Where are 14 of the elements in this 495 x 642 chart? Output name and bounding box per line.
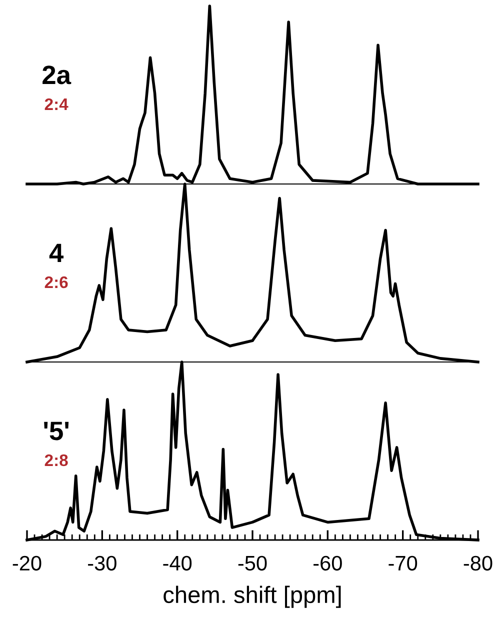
annotation: 2:8 — [44, 454, 68, 466]
x-axis-title: chem. shift [ppm] — [164, 586, 341, 608]
x-tick-label: -60 — [314, 556, 342, 571]
x-tick-label: -20 — [12, 556, 42, 571]
annotation: 2:4 — [44, 98, 68, 110]
x-tick-label: -40 — [163, 556, 192, 571]
annotation: 2:6 — [44, 276, 68, 288]
x-tick-label: -70 — [388, 556, 418, 571]
annotation: '5' — [44, 422, 69, 440]
x-tick-label: -80 — [464, 556, 492, 571]
annotation: 2a — [42, 66, 72, 84]
annotation: 4 — [49, 244, 64, 262]
x-tick-label: -30 — [88, 556, 116, 571]
x-tick-label: -50 — [238, 556, 267, 571]
